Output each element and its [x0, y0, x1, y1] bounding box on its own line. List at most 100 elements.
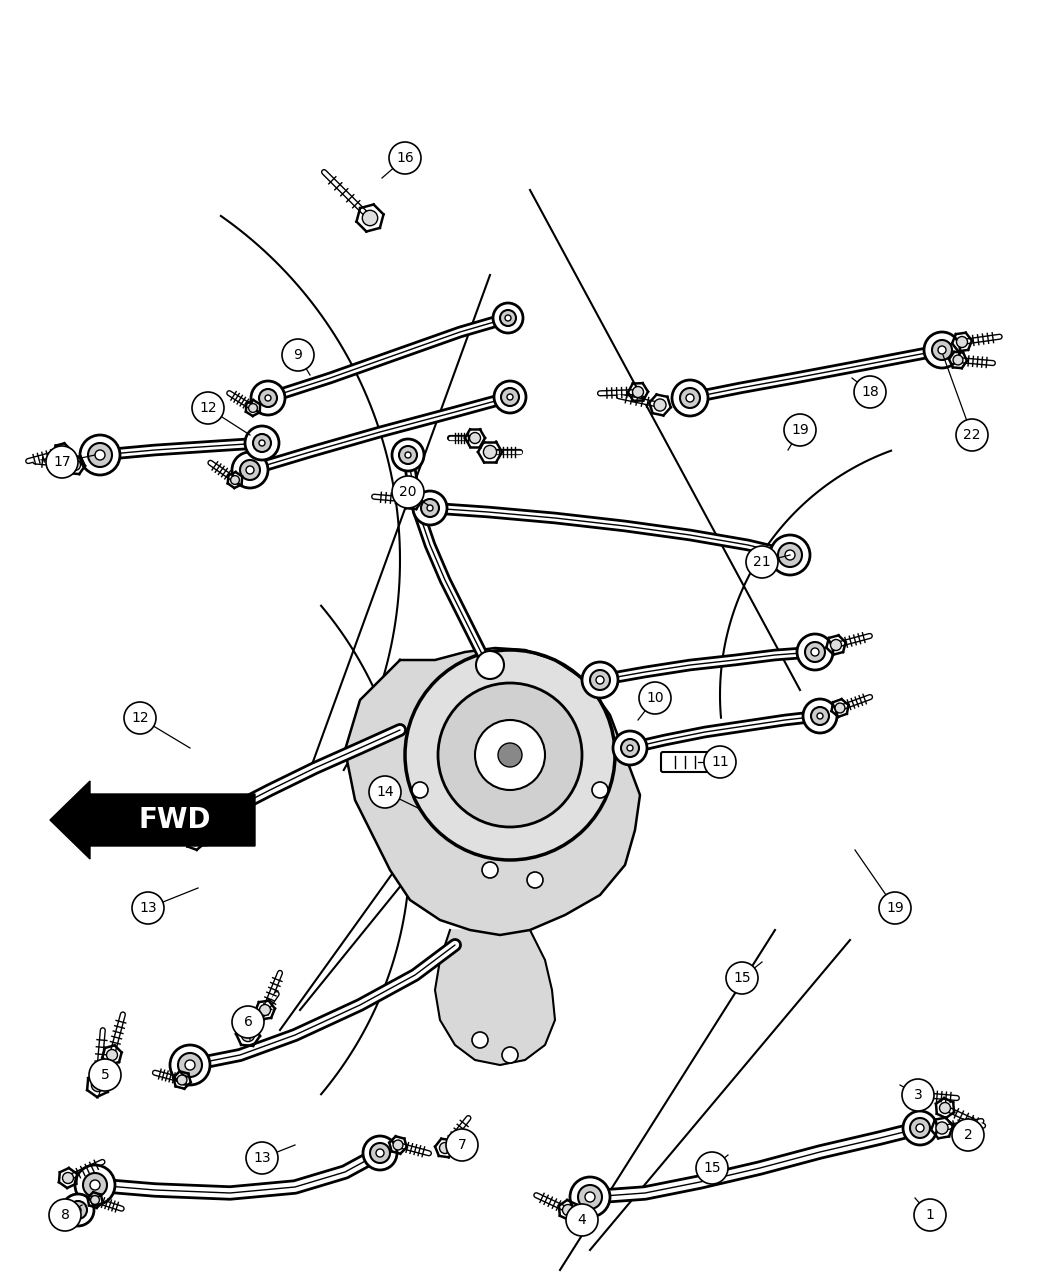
- Text: 15: 15: [733, 972, 751, 986]
- Circle shape: [259, 389, 277, 407]
- Circle shape: [590, 669, 610, 690]
- Circle shape: [654, 399, 666, 411]
- Circle shape: [90, 1196, 100, 1205]
- Circle shape: [240, 460, 260, 479]
- Circle shape: [46, 446, 78, 478]
- Circle shape: [242, 1029, 254, 1042]
- Text: 17: 17: [54, 455, 70, 469]
- Circle shape: [704, 746, 736, 778]
- Text: 20: 20: [399, 484, 417, 499]
- Circle shape: [805, 643, 825, 662]
- Circle shape: [916, 1125, 924, 1132]
- Circle shape: [785, 550, 795, 560]
- Circle shape: [494, 303, 523, 333]
- Circle shape: [672, 380, 708, 416]
- Circle shape: [388, 142, 421, 173]
- Circle shape: [475, 720, 545, 790]
- Circle shape: [192, 391, 224, 425]
- Circle shape: [696, 1153, 728, 1184]
- Text: 13: 13: [253, 1151, 271, 1165]
- Polygon shape: [50, 782, 255, 859]
- Text: 15: 15: [704, 1162, 720, 1176]
- Circle shape: [879, 892, 911, 924]
- Circle shape: [246, 465, 254, 474]
- Circle shape: [476, 652, 504, 680]
- Circle shape: [88, 442, 112, 467]
- Text: 3: 3: [914, 1088, 922, 1102]
- Circle shape: [251, 381, 285, 414]
- Circle shape: [570, 1177, 610, 1218]
- Circle shape: [578, 1184, 602, 1209]
- Circle shape: [472, 1031, 488, 1048]
- Circle shape: [770, 536, 810, 575]
- Circle shape: [80, 435, 120, 476]
- Circle shape: [245, 426, 279, 460]
- Circle shape: [940, 1103, 950, 1113]
- Circle shape: [797, 634, 833, 669]
- Text: FWD: FWD: [139, 806, 211, 834]
- Circle shape: [585, 1192, 595, 1202]
- Circle shape: [69, 1201, 87, 1219]
- Circle shape: [746, 546, 778, 578]
- Circle shape: [910, 1118, 930, 1139]
- Text: 6: 6: [244, 1015, 252, 1029]
- Circle shape: [232, 1006, 264, 1038]
- Circle shape: [952, 1119, 984, 1151]
- Circle shape: [953, 354, 963, 365]
- Circle shape: [903, 1111, 937, 1145]
- Circle shape: [726, 963, 758, 994]
- Circle shape: [249, 404, 257, 412]
- Circle shape: [89, 1060, 121, 1091]
- Circle shape: [811, 708, 830, 725]
- Circle shape: [49, 1198, 81, 1230]
- Circle shape: [956, 419, 988, 451]
- Circle shape: [132, 892, 164, 924]
- Circle shape: [177, 1075, 187, 1085]
- Circle shape: [592, 782, 608, 798]
- FancyBboxPatch shape: [662, 752, 709, 771]
- Circle shape: [57, 448, 67, 456]
- Circle shape: [189, 835, 201, 845]
- Circle shape: [259, 1005, 271, 1015]
- Circle shape: [427, 505, 433, 511]
- Circle shape: [500, 310, 516, 326]
- Text: 14: 14: [376, 785, 394, 799]
- Circle shape: [917, 1090, 927, 1100]
- Circle shape: [924, 332, 960, 368]
- Circle shape: [686, 394, 694, 402]
- Circle shape: [376, 1149, 384, 1156]
- Polygon shape: [435, 929, 555, 1065]
- Circle shape: [627, 745, 633, 751]
- Text: 19: 19: [791, 423, 808, 437]
- Text: 21: 21: [753, 555, 771, 569]
- Text: 7: 7: [458, 1139, 466, 1153]
- Circle shape: [106, 1049, 118, 1061]
- Circle shape: [613, 731, 647, 765]
- Circle shape: [370, 1142, 390, 1163]
- Text: 1: 1: [925, 1207, 934, 1221]
- Text: 12: 12: [200, 402, 216, 414]
- Circle shape: [75, 1207, 81, 1213]
- Circle shape: [778, 543, 802, 567]
- Circle shape: [440, 1142, 450, 1154]
- Circle shape: [253, 434, 271, 453]
- Circle shape: [69, 459, 81, 470]
- Circle shape: [362, 210, 378, 226]
- Circle shape: [91, 1079, 105, 1091]
- Circle shape: [817, 713, 823, 719]
- Circle shape: [957, 337, 967, 348]
- Text: 18: 18: [861, 385, 879, 399]
- Circle shape: [421, 499, 439, 516]
- Circle shape: [914, 1198, 946, 1230]
- Circle shape: [406, 495, 418, 505]
- Circle shape: [854, 376, 886, 408]
- Circle shape: [393, 1140, 403, 1150]
- Circle shape: [75, 1165, 116, 1205]
- Text: 22: 22: [963, 428, 981, 442]
- Text: 9: 9: [294, 348, 302, 362]
- Circle shape: [596, 676, 604, 683]
- Circle shape: [259, 440, 265, 446]
- Text: 12: 12: [131, 711, 149, 725]
- Circle shape: [621, 740, 639, 757]
- Circle shape: [446, 1128, 478, 1162]
